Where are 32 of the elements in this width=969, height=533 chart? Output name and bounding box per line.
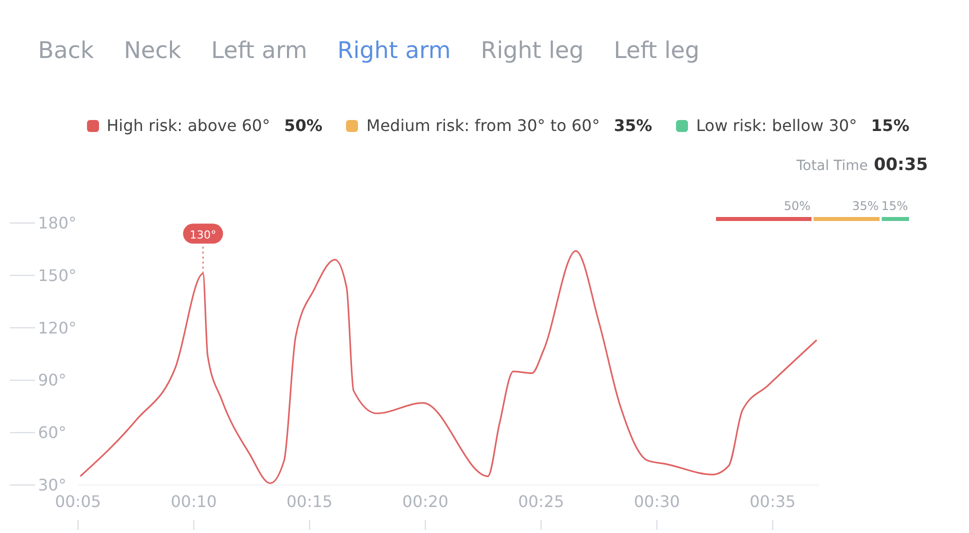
data-label: 50%	[784, 199, 810, 213]
annotation: 130°	[190, 228, 216, 242]
text: Total Time	[796, 158, 868, 174]
text: Right leg	[480, 38, 584, 64]
x-tick-label: 00:30	[634, 492, 680, 511]
x-tick-label: 00:20	[402, 492, 448, 511]
legend-label: Medium risk: from 30° to 60°	[366, 116, 600, 135]
y-tick-label: 180°	[38, 214, 77, 232]
data-label: 35%	[852, 199, 879, 213]
x-tick-label: 00:05	[54, 492, 102, 511]
text: Right arm	[337, 38, 451, 64]
text: 00:35	[874, 155, 928, 175]
y-tick-label: 90°	[38, 370, 66, 390]
x-tick-label: 00:15	[286, 492, 333, 511]
legend-label: Low risk: bellow 30°	[696, 116, 858, 135]
line-series	[80, 250, 818, 484]
data-label: 15%	[881, 199, 908, 213]
x-tick-label: 00:10	[170, 492, 217, 511]
text: Left leg	[614, 38, 700, 64]
text: Left arm	[211, 38, 308, 64]
legend-label: High risk: above 60°	[106, 116, 270, 135]
text: Neck	[124, 38, 182, 64]
y-tick-label: 30°	[38, 476, 66, 494]
y-tick-label: 150°	[38, 266, 77, 285]
text: 35%	[614, 116, 652, 135]
x-tick-label: 00:35	[750, 492, 796, 511]
y-tick-label: 120°	[38, 318, 77, 338]
x-tick-label: 00:25	[518, 492, 564, 511]
text: Back	[38, 38, 94, 64]
text: 50%	[284, 116, 322, 135]
text: 15%	[871, 116, 910, 135]
y-tick-label: 60°	[38, 423, 66, 442]
